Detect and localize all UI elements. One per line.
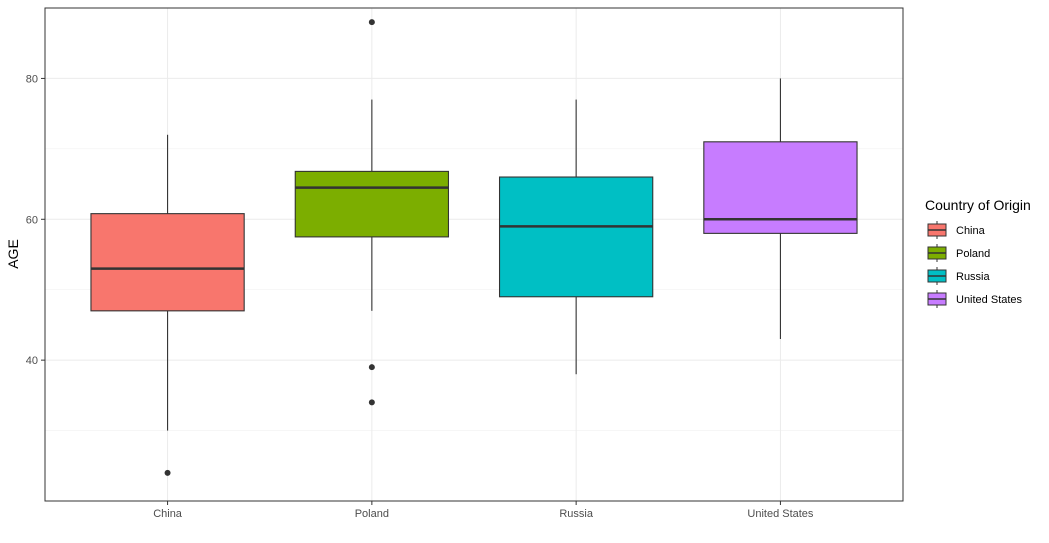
box-china	[90, 134, 245, 476]
iqr-box	[294, 170, 450, 238]
x-tick-label: United States	[747, 508, 814, 520]
legend-title: Country of Origin	[925, 197, 1031, 213]
outlier-point	[164, 469, 171, 476]
box-united-states	[703, 78, 858, 340]
legend-item-russia: Russia	[927, 267, 991, 285]
legend-item-united-states: United States	[927, 290, 1023, 308]
box-poland	[294, 19, 450, 406]
y-axis-title: AGE	[5, 239, 21, 269]
legend: Country of Origin China Poland Russia Unite…	[925, 197, 1031, 308]
legend-item-poland: Poland	[927, 244, 990, 262]
legend-label: Poland	[956, 248, 990, 260]
box-russia	[498, 99, 654, 375]
legend-label: Russia	[956, 271, 991, 283]
axes: 40 60 80 China Poland Russia United States	[26, 73, 814, 520]
legend-item-china: China	[927, 221, 986, 239]
outlier-point	[368, 19, 375, 26]
x-tick-label: Poland	[355, 508, 389, 520]
outlier-point	[368, 399, 375, 406]
x-tick-label: Russia	[559, 508, 594, 520]
legend-label: China	[956, 225, 986, 237]
y-tick-label: 40	[26, 355, 38, 367]
iqr-box	[90, 213, 245, 312]
x-tick-label: China	[153, 508, 183, 520]
legend-label: United States	[956, 294, 1023, 306]
plot-panel-border	[44, 7, 904, 502]
iqr-box	[498, 176, 654, 298]
outlier-point	[368, 364, 375, 371]
y-tick-label: 60	[26, 214, 38, 226]
boxes	[90, 19, 858, 476]
y-tick-label: 80	[26, 73, 38, 85]
